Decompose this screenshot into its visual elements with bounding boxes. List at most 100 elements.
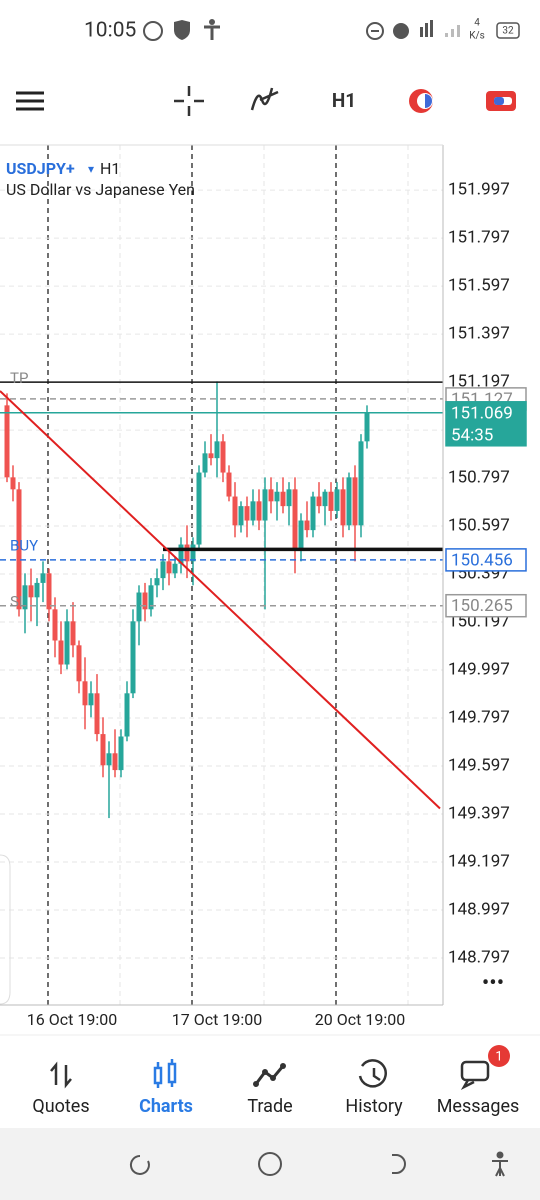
candle-body bbox=[4, 405, 10, 478]
system-buttons[interactable] bbox=[129, 1151, 508, 1177]
messages-icon[interactable] bbox=[460, 1060, 490, 1090]
nav-bar bbox=[0, 1035, 540, 1128]
nav-label[interactable]: Messages bbox=[437, 1096, 520, 1117]
candle-body bbox=[166, 561, 172, 574]
candle-body bbox=[256, 501, 262, 521]
badge bbox=[488, 1045, 510, 1067]
menu-button[interactable] bbox=[16, 91, 44, 111]
candle-body bbox=[346, 477, 352, 526]
y-tick-label: 151.397 bbox=[448, 324, 510, 344]
trade-button[interactable] bbox=[486, 91, 516, 111]
candle-body bbox=[190, 544, 196, 562]
candle-body bbox=[334, 489, 340, 511]
symbol-marker[interactable]: ▾ bbox=[88, 162, 94, 176]
candle-body bbox=[112, 753, 118, 771]
timeframe-button[interactable]: H1 bbox=[332, 89, 356, 112]
candle-body bbox=[274, 491, 280, 502]
y-tick-label: 149.597 bbox=[448, 755, 510, 775]
candle-body bbox=[118, 736, 124, 771]
candle-body bbox=[58, 640, 64, 665]
candle-body bbox=[64, 621, 70, 665]
charts-icon[interactable] bbox=[153, 1059, 177, 1088]
candle-body bbox=[202, 453, 208, 473]
chart[interactable]: 151.997151.797151.597151.397151.197150.9… bbox=[0, 145, 527, 1029]
candle-body bbox=[232, 496, 238, 526]
candle-body bbox=[316, 496, 322, 507]
candle-body bbox=[160, 561, 166, 579]
level-label: SL bbox=[10, 593, 27, 611]
candle-body bbox=[352, 477, 358, 526]
symbol-description: US Dollar vs Japanese Yen bbox=[6, 180, 195, 199]
objects-button[interactable] bbox=[409, 89, 433, 113]
y-tick-label: 148.997 bbox=[448, 899, 510, 919]
candle-body bbox=[238, 506, 244, 526]
candle-body bbox=[136, 592, 142, 622]
candle-body bbox=[196, 472, 202, 545]
price-box-label: 150.265 bbox=[451, 596, 513, 616]
candle-body bbox=[328, 491, 334, 511]
y-tick-label: 148.797 bbox=[448, 947, 510, 967]
crosshair-button[interactable] bbox=[174, 86, 204, 116]
x-tick-label: 17 Oct 19:00 bbox=[172, 1010, 262, 1029]
bar-timer: 54:35 bbox=[451, 425, 493, 445]
symbol[interactable]: USDJPY+ bbox=[6, 159, 75, 178]
history-icon[interactable] bbox=[358, 1059, 387, 1088]
candle-body bbox=[214, 441, 220, 459]
y-tick-label: 149.197 bbox=[448, 851, 510, 871]
candle-body bbox=[82, 681, 88, 706]
candle-body bbox=[124, 693, 130, 737]
indicators-button[interactable] bbox=[250, 87, 279, 111]
candle-body bbox=[184, 544, 190, 562]
candle-body bbox=[364, 412, 370, 442]
nav-label[interactable]: Charts bbox=[139, 1096, 193, 1117]
candle-body bbox=[130, 621, 136, 694]
candle-body bbox=[22, 585, 28, 610]
system-nav bbox=[0, 1128, 540, 1200]
badge-count: 1 bbox=[495, 1049, 502, 1064]
trade-icon[interactable] bbox=[253, 1063, 286, 1087]
candle-body bbox=[94, 693, 100, 735]
price-box bbox=[445, 548, 527, 572]
y-tick-label: 151.597 bbox=[448, 276, 510, 296]
y-tick-label: 151.997 bbox=[448, 180, 510, 200]
candle-body bbox=[148, 585, 154, 610]
candle-body bbox=[40, 573, 46, 583]
nav-label[interactable]: Trade bbox=[247, 1096, 292, 1117]
candle-body bbox=[286, 489, 292, 507]
battery: 32 bbox=[502, 26, 514, 37]
candle-body bbox=[28, 585, 34, 598]
more-button[interactable]: ••• bbox=[482, 971, 504, 996]
candle-body bbox=[322, 491, 328, 507]
candle-body bbox=[226, 472, 232, 497]
level-label: TP bbox=[10, 369, 28, 387]
candle-body bbox=[292, 489, 298, 550]
y-tick-label: 149.397 bbox=[448, 803, 510, 823]
nav-label[interactable]: History bbox=[345, 1096, 403, 1117]
candle-body bbox=[304, 520, 310, 531]
candle-body bbox=[100, 734, 106, 766]
candle-body bbox=[46, 573, 52, 610]
candle-body bbox=[244, 506, 250, 521]
candle-body bbox=[10, 477, 16, 490]
y-tick-label: 149.797 bbox=[448, 707, 510, 727]
side-handle[interactable] bbox=[0, 854, 11, 1005]
x-tick-label: 20 Oct 19:00 bbox=[315, 1010, 405, 1029]
y-tick-label: 151.797 bbox=[448, 228, 510, 248]
status-icons bbox=[143, 19, 520, 41]
status-time: 10:05 bbox=[84, 19, 136, 43]
net-unit: K/s bbox=[469, 31, 485, 42]
candle-body bbox=[310, 496, 316, 531]
trendline bbox=[0, 390, 441, 810]
candle-body bbox=[268, 489, 274, 502]
candle-body bbox=[76, 645, 82, 682]
candle-body bbox=[208, 453, 214, 459]
quotes-icon[interactable] bbox=[50, 1061, 72, 1089]
candle-body bbox=[34, 582, 40, 598]
candle-body bbox=[172, 563, 178, 574]
nav-label[interactable]: Quotes bbox=[32, 1096, 89, 1117]
net-speed: 4 bbox=[474, 18, 480, 29]
candle-body bbox=[220, 441, 226, 473]
candle-body bbox=[106, 753, 112, 766]
chart-timeframe: H1 bbox=[100, 159, 120, 178]
